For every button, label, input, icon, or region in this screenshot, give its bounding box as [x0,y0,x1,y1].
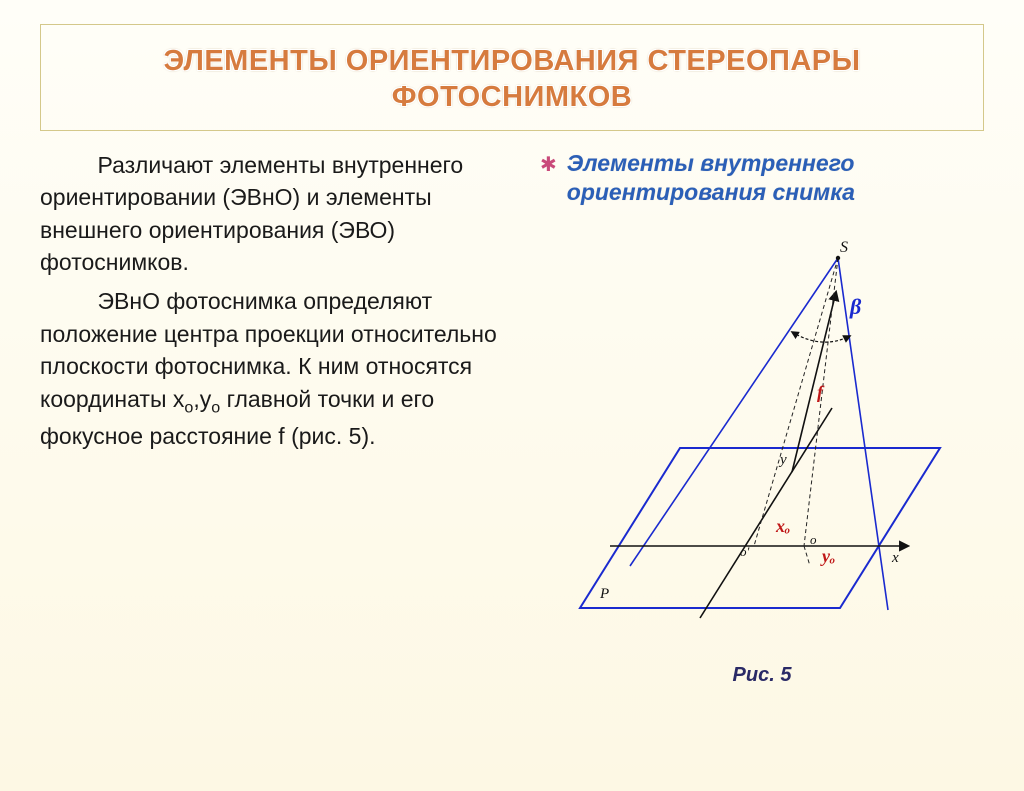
body-text: Различают элементы внутреннего ориентиро… [40,149,510,688]
svg-text:S: S [840,239,848,256]
page-title: ЭЛЕМЕНТЫ ОРИЕНТИРОВАНИЯ СТЕРЕОПАРЫ ФОТОС… [61,43,963,116]
svg-text:o: o [810,532,817,547]
svg-text:P: P [599,586,609,602]
title-box: ЭЛЕМЕНТЫ ОРИЕНТИРОВАНИЯ СТЕРЕОПАРЫ ФОТОС… [40,24,984,131]
svg-text:y: y [778,452,787,468]
svg-text:β: β [849,294,862,319]
right-subhead: ✱ Элементы внутреннего ориентирования сн… [540,149,984,209]
figure: Sβ f y x xₒ yₒo o' P [540,218,960,658]
bullet-icon: ✱ [540,149,557,178]
svg-text:o': o' [740,544,750,559]
svg-text:x: x [891,550,899,566]
right-subtitle: Элементы внутреннего ориентирования сним… [567,149,984,209]
content: Различают элементы внутреннего ориентиро… [0,149,1024,688]
figure-caption: Рис. 5 [540,664,984,687]
paragraph-2: ЭВнО фотоснимка определяют положение цен… [40,285,510,452]
svg-text:f: f [817,382,825,402]
paragraph-1: Различают элементы внутреннего ориентиро… [40,149,510,280]
diagram-svg: Sβ f y x xₒ yₒo o' P [540,218,960,638]
right-column: ✱ Элементы внутреннего ориентирования сн… [540,149,984,688]
svg-text:yₒ: yₒ [820,546,835,566]
svg-text:xₒ: xₒ [775,516,790,536]
